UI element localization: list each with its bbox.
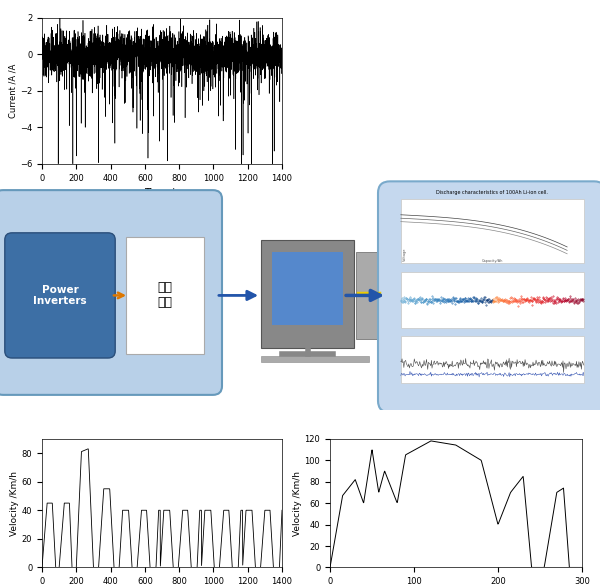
Y-axis label: Velocity /Km/h: Velocity /Km/h [10, 470, 19, 536]
Bar [272, 252, 343, 325]
Bar [261, 356, 369, 362]
Text: Voltage: Voltage [403, 247, 407, 261]
Text: 电池
系统: 电池 系统 [157, 281, 173, 309]
Text: Discharge characteristics of 100Ah Li-ion cell.: Discharge characteristics of 100Ah Li-io… [436, 190, 548, 195]
Text: Capacity/Ah: Capacity/Ah [481, 259, 503, 263]
FancyBboxPatch shape [0, 190, 222, 395]
X-axis label: Time /s: Time /s [145, 188, 179, 198]
Bar [356, 252, 381, 339]
FancyBboxPatch shape [261, 240, 354, 348]
Bar [401, 199, 584, 263]
Bar [401, 272, 584, 328]
FancyBboxPatch shape [126, 237, 204, 354]
FancyBboxPatch shape [5, 233, 115, 358]
Y-axis label: Current /A /A: Current /A /A [8, 64, 17, 118]
Circle shape [380, 350, 391, 361]
Text: Power
Inverters: Power Inverters [33, 285, 87, 306]
Y-axis label: Velocity /Km/h: Velocity /Km/h [293, 470, 302, 536]
FancyBboxPatch shape [378, 181, 600, 412]
Bar [401, 336, 584, 383]
